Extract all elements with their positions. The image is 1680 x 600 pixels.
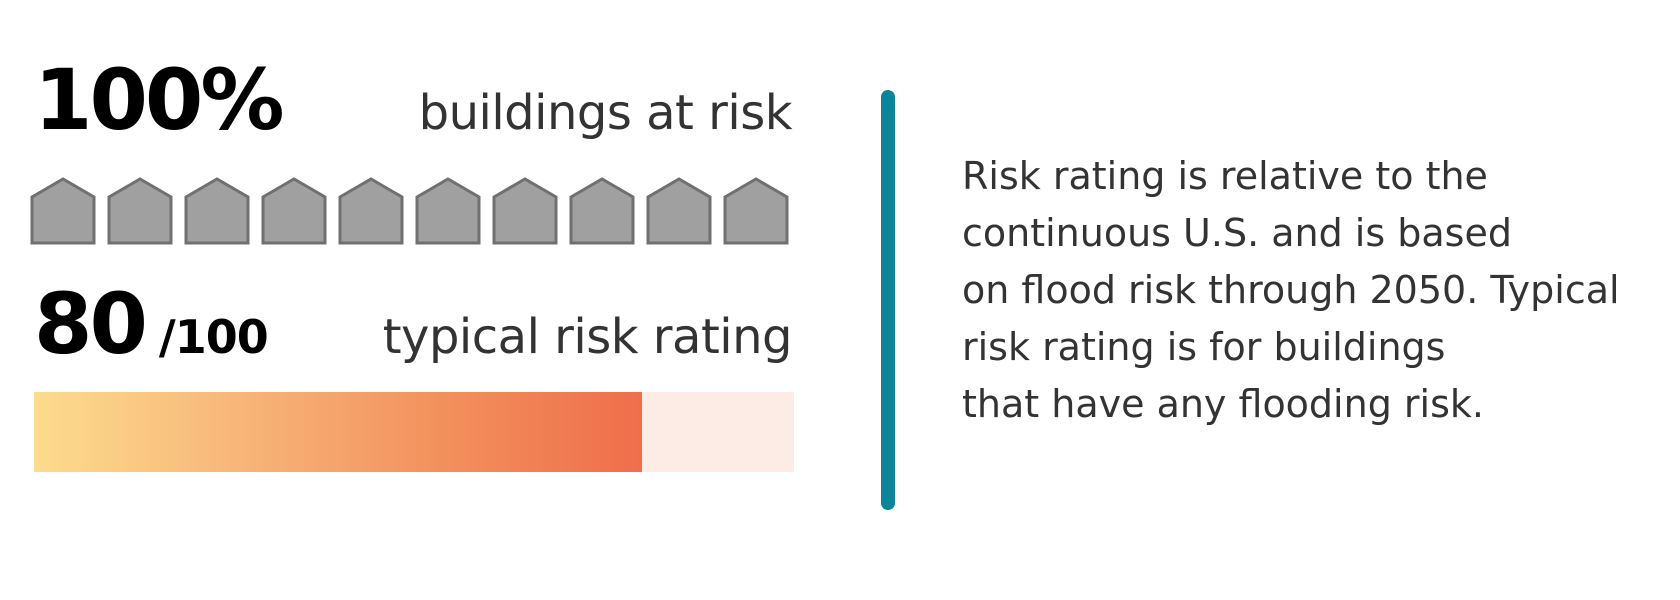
risk-rating-bar-fill xyxy=(34,392,642,472)
house-icons xyxy=(30,177,789,245)
house-icon xyxy=(184,177,250,245)
risk-rating-denominator: /100 xyxy=(158,310,269,364)
risk-summary-panel: 100% buildings at risk 80/100 typical ri… xyxy=(30,51,800,472)
house-icon xyxy=(338,177,404,245)
explanation-line: risk rating is for buildings xyxy=(962,325,1446,369)
explanation-line: Risk rating is relative to the xyxy=(962,154,1488,198)
risk-rating-value: 80 xyxy=(34,275,148,373)
explanation-line: that have any flooding risk. xyxy=(962,382,1484,426)
house-icon xyxy=(646,177,712,245)
house-icon xyxy=(107,177,173,245)
house-icon xyxy=(492,177,558,245)
risk-rating-bar xyxy=(34,392,794,472)
buildings-at-risk-stat: 100% buildings at risk xyxy=(34,51,793,149)
explanation-line: continuous U.S. and is based xyxy=(962,211,1512,255)
risk-rating-score: 80/100 xyxy=(34,282,269,366)
risk-rating-label: typical risk rating xyxy=(382,309,793,365)
buildings-at-risk-label: buildings at risk xyxy=(418,85,793,141)
house-icon xyxy=(569,177,635,245)
vertical-divider xyxy=(881,90,895,510)
house-icon xyxy=(415,177,481,245)
house-icon xyxy=(30,177,96,245)
house-icons-row xyxy=(30,176,800,246)
explanation-line: on flood risk through 2050. Typical xyxy=(962,268,1620,312)
buildings-at-risk-value: 100% xyxy=(34,51,285,149)
risk-rating-explanation: Risk rating is relative to the continuous… xyxy=(962,148,1672,433)
typical-risk-rating-stat: 80/100 typical risk rating xyxy=(34,282,793,366)
house-icon xyxy=(723,177,789,245)
house-icon xyxy=(261,177,327,245)
